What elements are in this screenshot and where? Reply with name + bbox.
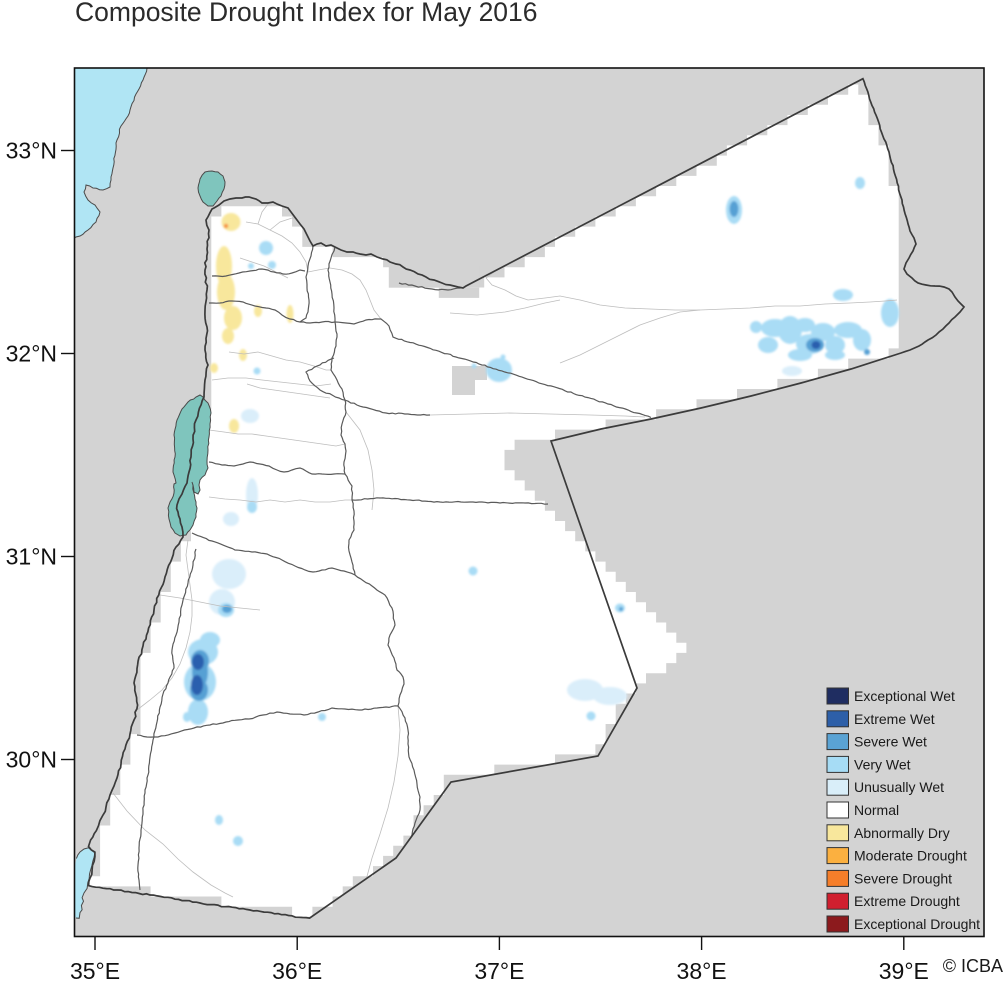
svg-text:36°E: 36°E [272,958,322,982]
svg-text:39°E: 39°E [879,958,929,982]
svg-text:Normal: Normal [854,802,899,818]
svg-text:Extreme Drought: Extreme Drought [854,893,960,909]
svg-text:Exceptional Wet: Exceptional Wet [854,688,955,704]
svg-text:Abnormally Dry: Abnormally Dry [854,825,950,841]
svg-text:35°E: 35°E [70,958,120,982]
svg-text:31°N: 31°N [6,544,57,570]
svg-text:© ICBA: © ICBA [943,956,1003,976]
svg-text:Severe Wet: Severe Wet [854,734,927,750]
svg-text:33°N: 33°N [6,138,57,164]
svg-text:Exceptional Drought: Exceptional Drought [854,916,980,932]
svg-text:38°E: 38°E [677,958,727,982]
svg-text:Very Wet: Very Wet [854,756,911,772]
svg-text:Composite Drought Index for Ma: Composite Drought Index for May 2016 [75,0,538,27]
svg-text:30°N: 30°N [6,747,57,773]
svg-text:Unusually Wet: Unusually Wet [854,779,944,795]
svg-text:Moderate Drought: Moderate Drought [854,848,967,864]
svg-text:37°E: 37°E [474,958,524,982]
svg-text:32°N: 32°N [6,341,57,367]
svg-text:Extreme Wet: Extreme Wet [854,711,935,727]
svg-text:Severe Drought: Severe Drought [854,870,952,886]
